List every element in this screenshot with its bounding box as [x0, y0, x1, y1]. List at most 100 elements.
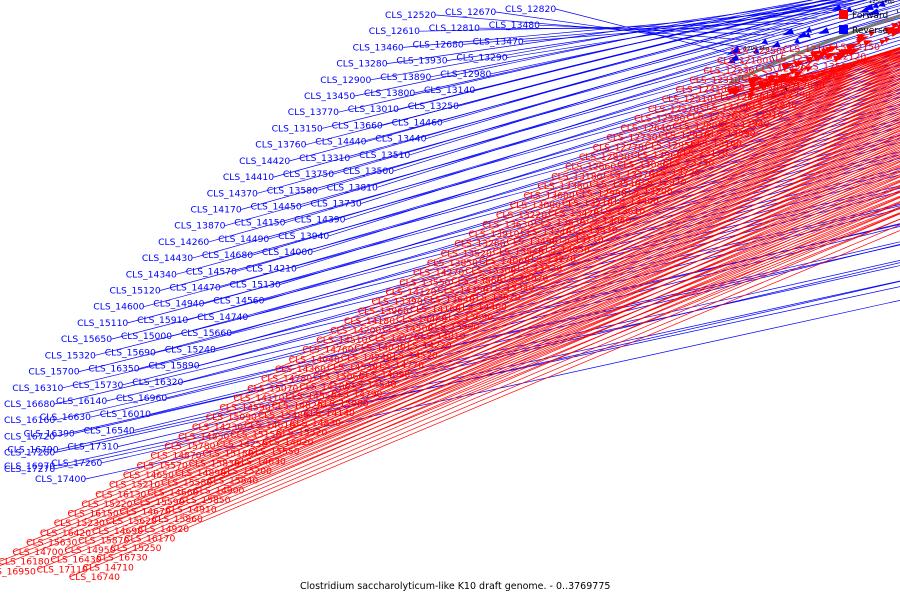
feature-label: CLS_13910: [468, 229, 519, 240]
feature-label: CLS_13340: [483, 283, 534, 294]
label-connector: [83, 224, 900, 568]
forward-feature-arrow: [757, 81, 765, 87]
label-connector: [263, 111, 900, 302]
feature-label: CLS_14500: [382, 324, 433, 335]
kbp-tick-mark: [771, 56, 775, 61]
label-connector: [54, 204, 900, 405]
feature-label: CLS_13830: [534, 218, 585, 229]
feature-label: CLS_14450: [251, 202, 302, 213]
feature-label: CLS_17260: [51, 458, 102, 469]
feature-label: CLS_13170: [677, 148, 728, 159]
feature-label: CLS_15700: [28, 367, 79, 378]
feature-label: CLS_14210: [246, 263, 297, 274]
feature-label: CLS_14440: [315, 137, 366, 148]
feature-label: CLS_15690: [105, 347, 156, 358]
label-connector: [358, 86, 900, 312]
label-connector: [62, 185, 900, 389]
feature-label: CLS_14650: [123, 470, 174, 481]
feature-label: CLS_14000: [262, 247, 313, 258]
forward-feature-arrow: [879, 39, 886, 46]
feature-label: CLS_13080: [617, 160, 668, 171]
label-connector: [57, 260, 900, 450]
feature-label: CLS_13150: [272, 123, 323, 134]
feature-label: CLS_15910: [137, 315, 188, 326]
kbp-tick-mark: [896, 9, 899, 14]
forward-feature-arrow: [780, 72, 793, 81]
feature-label: CLS_12410: [676, 85, 727, 96]
feature-label: CLS_14060: [479, 256, 530, 267]
feature-label: CLS_14030: [354, 343, 405, 354]
feature-label: CLS_13160: [691, 138, 742, 149]
feature-label: CLS_13920: [470, 293, 521, 304]
feature-label: CLS_12650: [774, 81, 825, 92]
feature-label: CLS_16170: [124, 534, 175, 545]
feature-label: CLS_13290: [456, 53, 507, 64]
reverse-feature-arrow: [771, 41, 781, 48]
label-connector: [703, 69, 802, 85]
label-connector: [386, 0, 835, 64]
feature-label: CLS_16720: [4, 431, 55, 442]
label-connector: [368, 103, 900, 339]
reverse-feature-arrow: [729, 54, 740, 62]
feature-label: CLS_13500: [343, 166, 394, 177]
feature-labels: CLS_12820 CLS_12670 CLS_12520 CLS_13480 CLS_…: [0, 4, 880, 583]
feature-label: CLS_15630: [26, 538, 77, 549]
label-connector: [537, 50, 900, 187]
feature-label: CLS_13000: [510, 200, 561, 211]
label-connector: [54, 286, 900, 470]
label-connector: [143, 103, 900, 308]
feature-label: CLS_14040: [289, 354, 340, 365]
legend-forward-swatch: [839, 10, 848, 19]
feature-label: CLS_15890: [148, 361, 199, 372]
feature-label: CLS_12510: [662, 94, 713, 105]
feature-label: CLS_15840: [207, 476, 258, 487]
feature-label: CLS_14870: [150, 451, 201, 462]
label-connector: [410, 91, 900, 310]
feature-label: CLS_14120: [385, 287, 436, 298]
feature-label: CLS_13520: [441, 248, 492, 259]
label-connector: [510, 54, 900, 206]
label-connector: [330, 93, 900, 331]
label-connector: [207, 176, 900, 481]
feature-label: CLS_13220: [496, 210, 547, 221]
label-connector: [215, 157, 900, 350]
label-connector: [483, 89, 900, 289]
reverse-feature-arrow: [782, 28, 794, 36]
feature-label: CLS_13940: [278, 231, 329, 242]
label-connector: [78, 202, 900, 541]
label-connector: [150, 149, 900, 457]
reverse-feature-arrow: [761, 38, 768, 45]
label-connector: [0, 212, 900, 566]
label-connector: [50, 213, 900, 561]
feature-label: CLS_13540: [589, 179, 640, 190]
feature-label: CLS_13210: [562, 198, 613, 209]
label-connector: [262, 157, 900, 443]
label-connector: [305, 0, 866, 146]
feature-label: CLS_13440: [375, 134, 426, 145]
label-connector: [133, 180, 900, 503]
label-connector: [482, 58, 900, 225]
label-connectors: [0, 0, 900, 578]
feature-label: CLS_15780: [164, 441, 215, 452]
feature-label: CLS_14520: [387, 350, 438, 361]
feature-label: CLS_14010: [414, 331, 465, 342]
label-connector: [54, 244, 900, 437]
label-connector: [566, 69, 900, 231]
feature-label: CLS_13760: [255, 140, 306, 151]
label-connector: [493, 71, 900, 252]
feature-label: CLS_15070: [247, 383, 298, 394]
feature-label: CLS_17400: [35, 474, 86, 485]
feature-label: CLS_16320: [132, 377, 183, 388]
feature-label: CLS_14850: [178, 432, 229, 443]
feature-label: CLS_13460: [353, 42, 404, 53]
feature-label: CLS_15210: [109, 480, 160, 491]
label-connector: [110, 213, 900, 549]
label-connector: [468, 61, 900, 235]
feature-label: CLS_13450: [304, 91, 355, 102]
feature-label: CLS_14170: [191, 205, 242, 216]
label-connector: [399, 75, 900, 283]
label-connector: [273, 5, 900, 178]
feature-label: CLS_13600: [524, 191, 575, 202]
label-connector: [403, 6, 847, 48]
feature-label: CLS_15550: [248, 447, 299, 458]
